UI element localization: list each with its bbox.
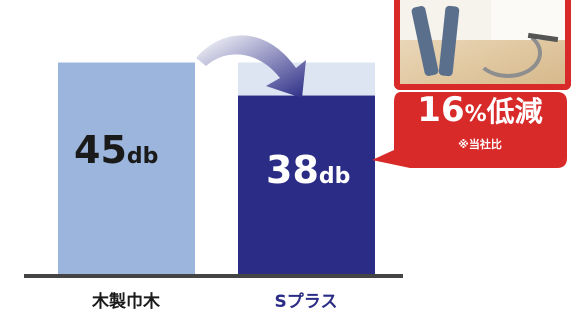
value-label-splus: 38db (266, 148, 350, 192)
bar-splus (238, 95, 375, 275)
reduction-badge: 16%低減 ※当社比 (391, 84, 569, 170)
vacuum-photo (394, 0, 571, 90)
value-label-wooden: 45db (74, 128, 158, 172)
value-number: 38 (266, 148, 319, 192)
reduction-sign: % (464, 102, 487, 127)
value-unit: db (126, 144, 159, 169)
reduction-arrow (196, 35, 306, 98)
bar-wooden-baseboard (58, 62, 195, 275)
value-number: 45 (74, 128, 127, 172)
category-label-splus: Sプラス (274, 292, 338, 312)
value-unit: db (318, 164, 351, 189)
reduction-number: 16 (417, 90, 465, 130)
reduction-text: 16%低減 (391, 90, 569, 130)
reduction-note: ※当社比 (458, 138, 502, 151)
vacuum-hose-icon (474, 28, 542, 78)
reduction-word: 低減 (486, 95, 543, 128)
category-label-wooden: 木製巾木 (92, 292, 160, 312)
reduction-badge-bubble (372, 92, 567, 168)
